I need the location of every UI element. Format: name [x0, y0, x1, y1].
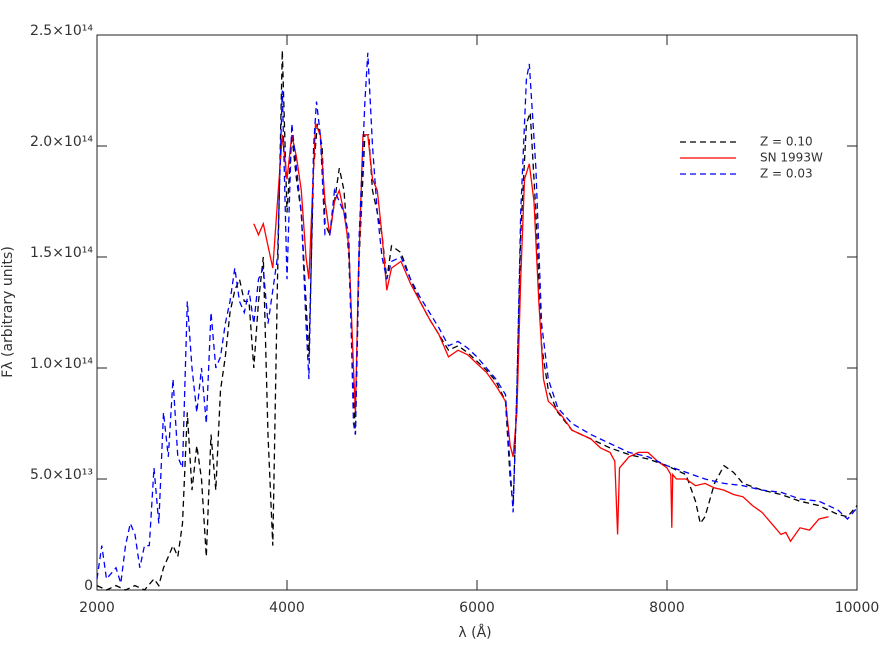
x-tick-label: 2000: [79, 600, 115, 616]
y-axis-label: Fλ (arbitrary units): [0, 246, 16, 378]
y-tick-label: 0: [84, 578, 93, 594]
x-tick-label: 4000: [269, 600, 305, 616]
y-tick-label: 1.5×10¹⁴: [30, 245, 93, 261]
x-axis-label: λ (Å): [458, 624, 491, 641]
series-line: [253, 123, 829, 543]
x-tick-label: 6000: [459, 600, 495, 616]
plot-frame: [96, 34, 858, 591]
x-tick-label: 10000: [835, 600, 880, 616]
y-tick-label: 2.0×10¹⁴: [30, 134, 93, 150]
y-tick-label: 2.5×10¹⁴: [30, 23, 93, 39]
x-tick-label: 8000: [649, 600, 685, 616]
y-tick-label: 5.0×10¹³: [30, 467, 93, 483]
legend-label: Z = 0.03: [760, 167, 813, 181]
legend-label: Z = 0.10: [760, 135, 813, 149]
y-tick-label: 1.0×10¹⁴: [30, 356, 93, 372]
series-line: [96, 52, 858, 584]
legend-label: SN 1993W: [760, 151, 823, 165]
